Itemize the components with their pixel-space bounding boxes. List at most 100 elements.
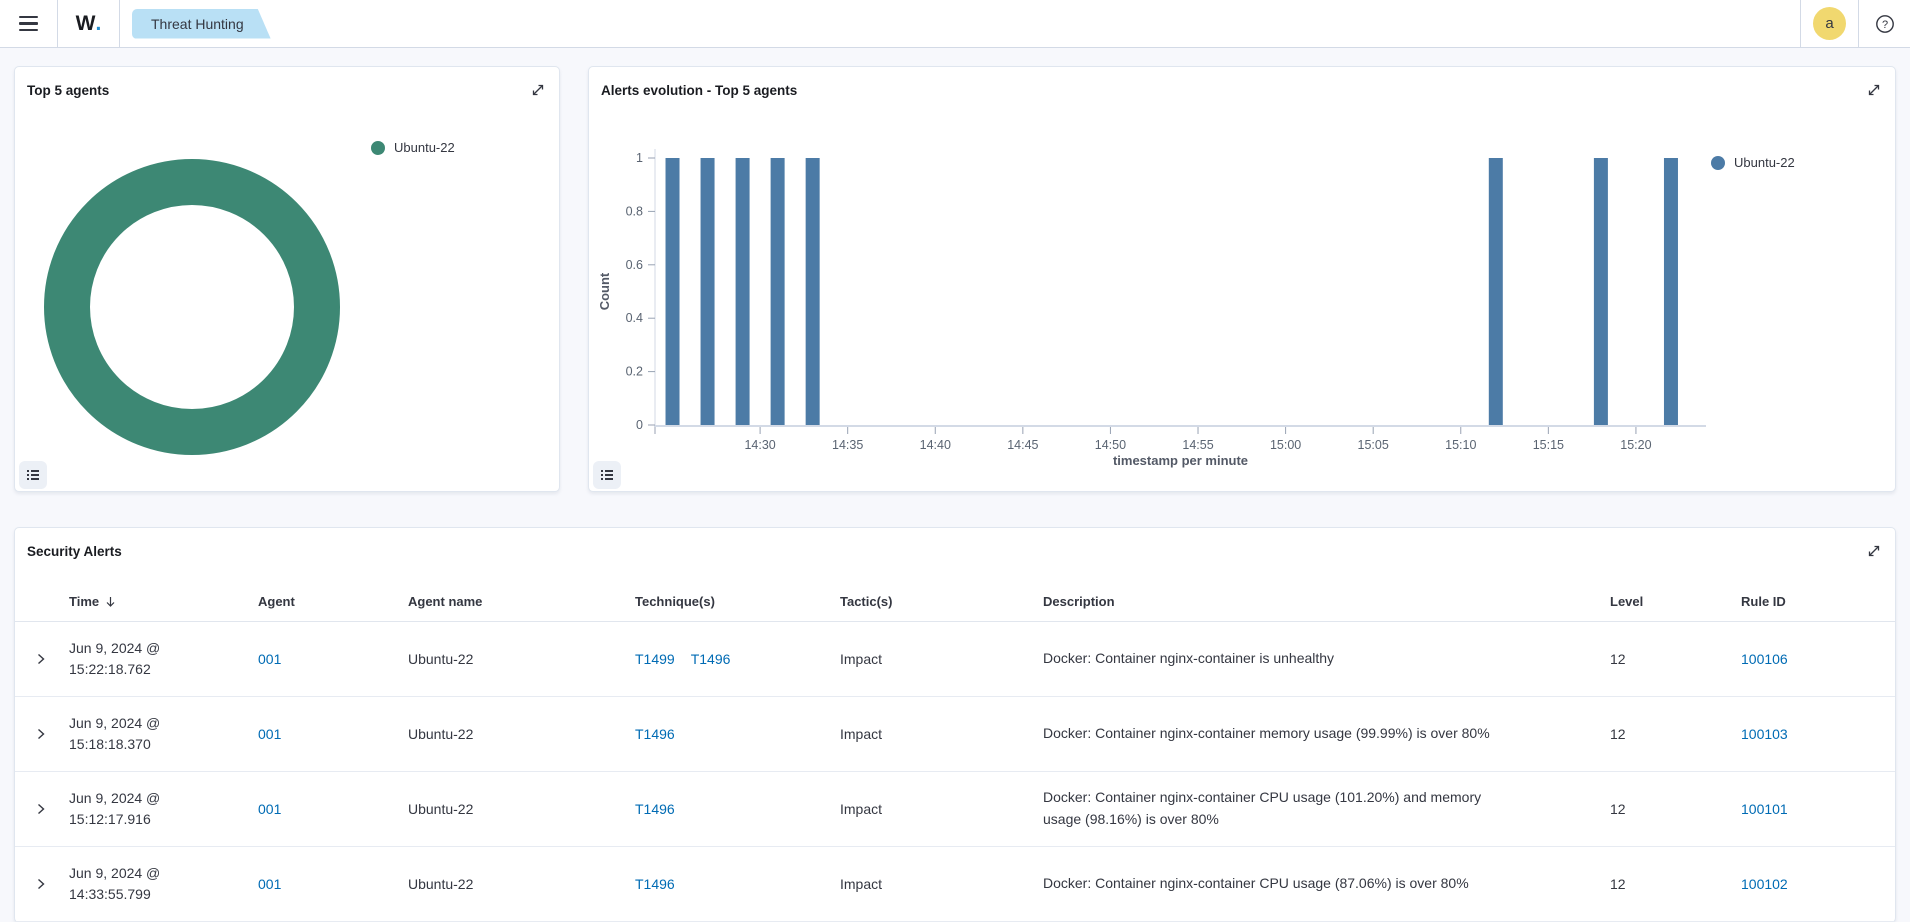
level-cell: 12 [1610,641,1741,677]
bar-15:12[interactable] [1489,158,1503,425]
column-header-tactics[interactable]: Tactic(s) [840,594,1043,609]
list-icon [25,467,41,483]
time-cell: Jun 9, 2024 @ 15:12:17.916 [69,778,199,840]
column-header-description[interactable]: Description [1043,594,1610,609]
bar-14:27[interactable] [701,158,715,425]
technique-link[interactable]: T1499 [635,651,675,667]
rule-id-cell: 100101 [1741,791,1879,827]
row-expand-button[interactable] [31,874,51,894]
x-tick-label: 15:10 [1445,438,1476,452]
column-header-agent[interactable]: Agent [258,594,408,609]
legend-item-ubuntu-22[interactable]: Ubuntu-22 [1711,155,1795,170]
column-header-level[interactable]: Level [1610,594,1741,609]
description-cell: Docker: Container nginx-container CPU us… [1043,777,1523,840]
x-tick-label: 14:50 [1095,438,1126,452]
expand-panel-button[interactable] [1863,540,1885,562]
bar-14:33[interactable] [806,158,820,425]
y-tick-label: 0 [636,418,643,432]
breadcrumb: Threat Hunting [132,9,271,39]
expander-cell [31,789,69,829]
row-expand-button[interactable] [31,649,51,669]
tactics-cell: Impact [840,866,1043,902]
techniques-cell: T1496 [635,716,840,752]
agent-link[interactable]: 001 [258,876,281,892]
legend-dot [1711,156,1725,170]
menu-button[interactable] [0,0,57,47]
technique-link[interactable]: T1496 [691,651,731,667]
legend-toggle-button[interactable] [19,461,47,489]
avatar[interactable]: a [1813,7,1846,40]
y-tick-label: 1 [636,151,643,165]
technique-link[interactable]: T1496 [635,801,675,817]
column-header-techniques[interactable]: Technique(s) [635,594,840,609]
agent-cell: 001 [258,641,408,677]
bar-15:18[interactable] [1594,158,1608,425]
bar-14:25[interactable] [666,158,680,425]
legend-toggle-button[interactable] [593,461,621,489]
column-header-agent-name[interactable]: Agent name [408,594,635,609]
row-expand-button[interactable] [31,799,51,819]
time-cell: Jun 9, 2024 @ 14:33:55.799 [69,853,199,915]
bar-14:31[interactable] [771,158,785,425]
x-tick-label: 14:55 [1182,438,1213,452]
help-button[interactable]: ? [1875,14,1895,34]
header-divider [119,0,120,47]
table-row: Jun 9, 2024 @ 14:33:55.799001Ubuntu-22T1… [15,847,1895,922]
rule-id-link[interactable]: 100101 [1741,801,1788,817]
row-expand-button[interactable] [31,724,51,744]
agent-name-cell: Ubuntu-22 [408,716,635,752]
techniques-cell: T1496 [635,866,840,902]
y-tick-label: 0.4 [626,311,643,325]
agent-cell: 001 [258,866,408,902]
table-row: Jun 9, 2024 @ 15:18:18.370 001 Ubuntu-22T1… [15,697,1895,772]
x-tick-label: 15:00 [1270,438,1301,452]
tactics-cell: Impact [840,716,1043,752]
help-icon: ? [1875,14,1895,34]
description-cell: Docker: Container nginx-container CPU us… [1043,863,1523,905]
column-header-rule-id[interactable]: Rule ID [1741,594,1879,609]
x-tick-label: 14:30 [744,438,775,452]
legend-item-ubuntu-22[interactable]: Ubuntu-22 [371,140,455,155]
agent-cell: 001 [258,791,408,827]
chevron-right-icon [34,877,48,891]
agent-name-cell: Ubuntu-22 [408,791,635,827]
agent-cell: 001 [258,716,408,752]
rule-id-cell: 100106 [1741,641,1879,677]
time-cell: Jun 9, 2024 @ 15:18:18.370 [69,703,199,765]
panel-title: Security Alerts [15,528,1895,559]
rule-id-link[interactable]: 100106 [1741,651,1788,667]
wazuh-logo[interactable]: W. [58,0,119,47]
legend-dot [371,141,385,155]
logo-dot: . [95,12,101,36]
panel-alerts-evolution: Alerts evolution - Top 5 agents 00.20.40… [588,66,1896,492]
logo-text: W [76,12,96,36]
rule-id-link[interactable]: 100102 [1741,876,1788,892]
tab-threat-hunting[interactable]: Threat Hunting [132,9,271,39]
sort-desc-icon [104,595,117,608]
table-row: Jun 9, 2024 @ 15:12:17.916 001 Ubuntu-22T1… [15,772,1895,847]
table-body: Jun 9, 2024 @ 15:22:18.762001Ubuntu-22T1… [15,622,1895,922]
tactics-cell: Impact [840,791,1043,827]
technique-link[interactable]: T1496 [635,876,675,892]
hamburger-icon [19,16,38,19]
rule-id-link[interactable]: 100103 [1741,726,1788,742]
bar-14:29[interactable] [736,158,750,425]
techniques-cell: T1496 [635,791,840,827]
techniques-cell: T1499 T1496 [635,641,840,677]
x-tick-label: 15:05 [1358,438,1389,452]
bar-15:22[interactable] [1664,158,1678,425]
svg-text:?: ? [1881,19,1887,31]
description-cell: Docker: Container nginx-container is unh… [1043,638,1523,680]
time-cell: Jun 9, 2024 @ 15:22:18.762 [69,628,199,690]
agent-link[interactable]: 001 [258,651,281,667]
agent-link[interactable]: 001 [258,726,281,742]
column-header-time[interactable]: Time [69,594,258,609]
level-cell: 12 [1610,866,1741,902]
panel-top-5-agents: Top 5 agents Ubuntu-22 [14,66,560,492]
legend-label: Ubuntu-22 [394,140,455,155]
agent-link[interactable]: 001 [258,801,281,817]
legend-label: Ubuntu-22 [1734,155,1795,170]
technique-link[interactable]: T1496 [635,726,675,742]
y-tick-label: 0.6 [626,258,643,272]
donut-slice-ubuntu-22[interactable] [67,182,317,432]
